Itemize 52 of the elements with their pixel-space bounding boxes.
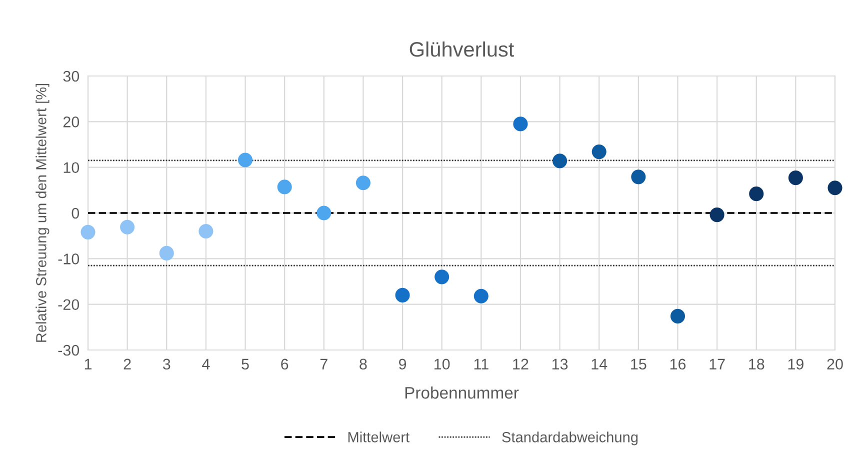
point [592,144,606,160]
point [159,246,174,260]
y-axis-title: Relative Streuung um den Mittelwert [%] [36,84,50,342]
point [828,180,842,196]
point [749,186,764,202]
y-tick-label: -20 [58,299,80,310]
x-tick-label: 2 [124,358,131,370]
y-tick-label: -30 [58,344,80,356]
point [631,170,646,184]
x-tick-label: 4 [202,358,210,370]
x-tick-label: 14 [592,358,608,370]
y-tick-label: -10 [58,254,80,264]
x-tick-label: 17 [710,358,725,370]
x-tick-label: 12 [513,358,528,370]
x-axis-title: Probennummer [405,386,519,399]
x-tick-label: 20 [827,358,843,370]
x-tick-label: 19 [788,358,804,370]
point [277,180,292,194]
point [120,220,135,234]
point [316,206,332,220]
point [474,288,488,304]
x-tick-label: 1 [84,358,92,370]
x-tick-label: 3 [162,358,170,370]
x-tick-label: 13 [552,358,568,370]
point [552,154,568,168]
point [788,170,803,186]
x-tick-label: 7 [320,358,328,370]
x-tick-label: 8 [360,358,367,370]
point [80,224,96,240]
legend-label: Standardabweichung [502,432,638,446]
y-tick-label: 20 [63,116,80,128]
legend-label: Mittelwert [348,432,410,442]
point [434,270,450,284]
x-tick-label: 16 [670,358,686,370]
point [198,224,214,239]
point [513,116,528,132]
y-tick-label: 0 [72,208,80,219]
y-tick-label: 30 [63,70,80,82]
x-tick-label: 18 [749,358,764,370]
x-tick-label: 11 [474,358,488,370]
point [670,308,686,324]
point [395,288,410,302]
chart-title: Glühverlust [410,41,514,57]
x-tick-label: 10 [434,358,450,370]
x-tick-label: 9 [398,358,406,370]
x-tick-label: 5 [242,358,249,370]
y-tick-label: 10 [64,162,80,174]
x-tick-label: 6 [281,358,288,370]
x-tick-label: 15 [631,358,646,370]
point [356,176,370,190]
point [238,152,253,168]
point [710,208,724,222]
